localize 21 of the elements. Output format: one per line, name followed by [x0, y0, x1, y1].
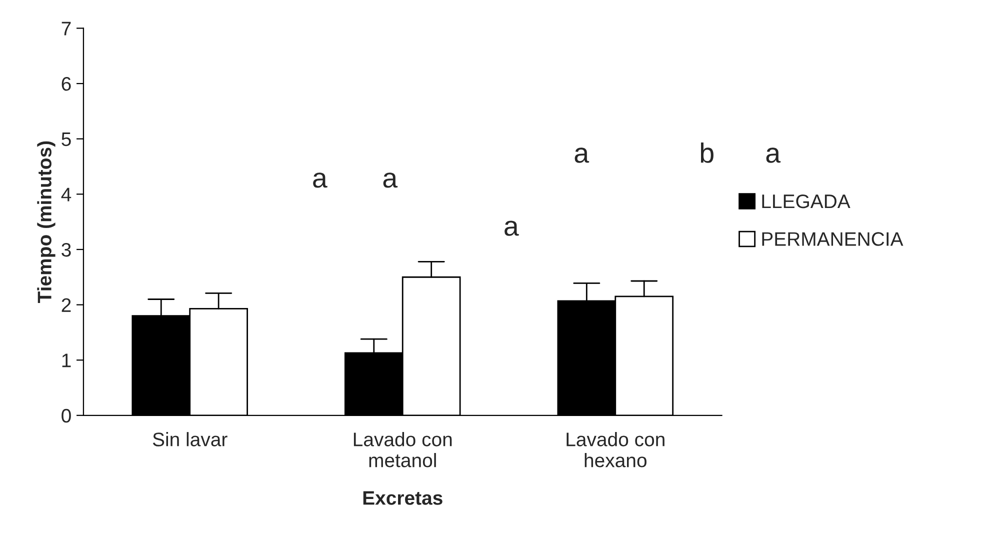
- annotation: a: [504, 220, 519, 236]
- x-axis-title: Excretas: [363, 491, 442, 505]
- annotation: b: [700, 142, 714, 163]
- y-axis-title: Tiempo (minutos): [37, 141, 56, 303]
- y-tick-label: 6: [62, 77, 71, 91]
- x-tick-label: Sin lavar: [152, 432, 228, 446]
- y-tick-label: 1: [62, 354, 71, 368]
- y-tick-label: 3: [62, 242, 71, 257]
- annotation: a: [574, 148, 590, 163]
- y-tick-label: 7: [62, 22, 71, 36]
- x-tick-label: Lavado con hexano: [566, 432, 664, 468]
- legend-label: LLEGADA: [762, 194, 850, 208]
- annotation: a: [313, 172, 328, 188]
- y-tick-label: 2: [62, 298, 71, 312]
- y-tick-label: 0: [62, 408, 71, 423]
- legend-label: PERMANENCIA: [762, 232, 904, 246]
- text: a: [766, 148, 781, 163]
- y-tick-label: 4: [61, 188, 72, 202]
- x-tick-label: Lavado con metanol: [354, 432, 452, 468]
- annotation: a: [383, 172, 398, 188]
- y-tick-label: 5: [62, 132, 71, 146]
